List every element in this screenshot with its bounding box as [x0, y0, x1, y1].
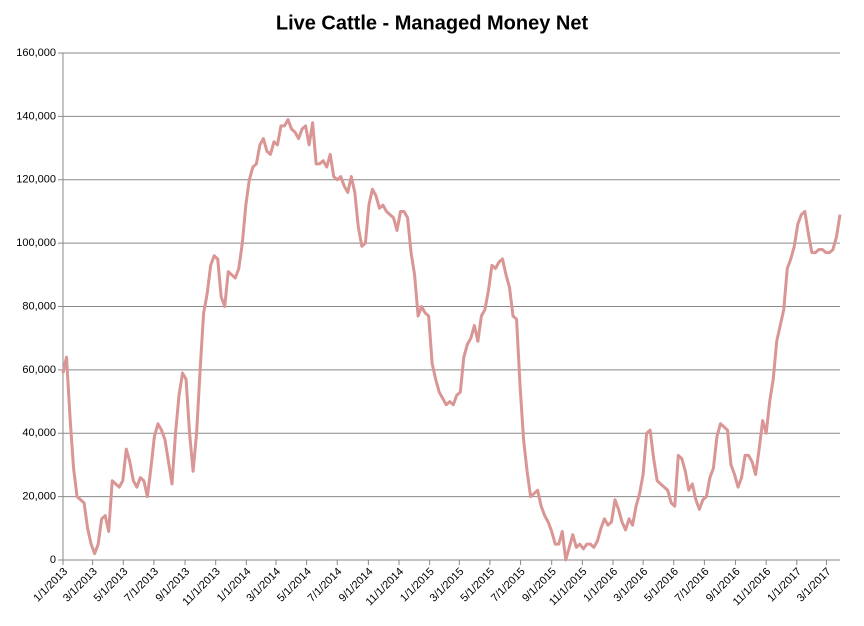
y-tick-label: 60,000 — [22, 364, 56, 376]
y-tick-label: 40,000 — [22, 427, 56, 439]
y-tick-label: 100,000 — [16, 237, 56, 249]
chart-title: Live Cattle - Managed Money Net — [276, 12, 589, 34]
data-line — [61, 118, 842, 562]
y-tick-label: 20,000 — [22, 491, 56, 503]
y-tick-label: 160,000 — [16, 47, 56, 59]
y-tick-label: 120,000 — [16, 174, 56, 186]
y-tick-label: 80,000 — [22, 300, 56, 312]
y-tick-label: 0 — [50, 554, 56, 566]
y-tick-label: 140,000 — [16, 110, 56, 122]
